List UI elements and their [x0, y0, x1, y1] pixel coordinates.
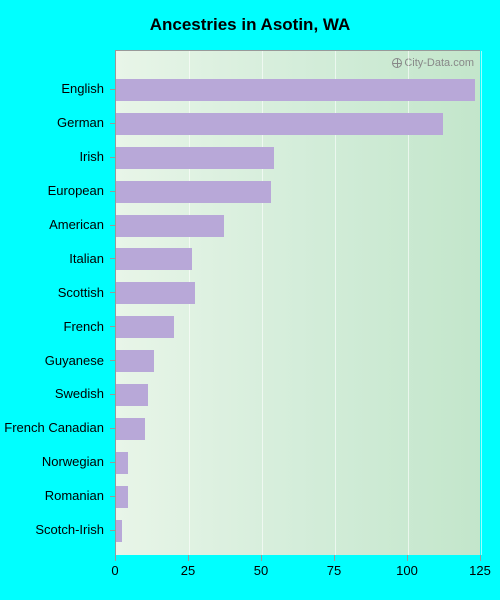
watermark-text: City-Data.com — [404, 57, 474, 69]
bar — [116, 282, 195, 304]
bar — [116, 248, 192, 270]
bar-row — [116, 209, 480, 243]
bar-row — [116, 480, 480, 514]
bar — [116, 316, 174, 338]
y-axis-label: French — [0, 309, 110, 343]
gridline — [481, 51, 482, 555]
x-axis-label: 75 — [327, 563, 341, 578]
bar — [116, 181, 271, 203]
chart-title: Ancestries in Asotin, WA — [0, 15, 500, 35]
bar — [116, 418, 145, 440]
x-axis-tick — [188, 555, 189, 561]
bar-row — [116, 344, 480, 378]
y-axis-label: German — [0, 106, 110, 140]
bar-row — [116, 310, 480, 344]
y-axis-tick — [110, 496, 115, 497]
y-axis-tick — [110, 428, 115, 429]
bar-row — [116, 73, 480, 107]
bar — [116, 79, 475, 101]
y-axis-tick — [110, 326, 115, 327]
bar-row — [116, 514, 480, 548]
bar — [116, 486, 128, 508]
x-axis-tick — [115, 555, 116, 561]
x-axis-tick — [407, 555, 408, 561]
bar — [116, 452, 128, 474]
y-axis-tick — [110, 191, 115, 192]
bar-row — [116, 276, 480, 310]
bar — [116, 520, 122, 542]
x-axis-tick — [480, 555, 481, 561]
bar-row — [116, 412, 480, 446]
y-axis-tick — [110, 123, 115, 124]
y-axis-label: Scotch-Irish — [0, 513, 110, 547]
y-axis-tick — [110, 530, 115, 531]
y-axis-label: French Canadian — [0, 411, 110, 445]
bar-row — [116, 175, 480, 209]
watermark: City-Data.com — [392, 57, 474, 69]
plot-area: City-Data.com — [115, 50, 480, 555]
y-axis-label: Italian — [0, 241, 110, 275]
bar-row — [116, 107, 480, 141]
bar-row — [116, 378, 480, 412]
x-axis-tick — [261, 555, 262, 561]
y-axis-label: Romanian — [0, 479, 110, 513]
x-axis-label: 125 — [469, 563, 491, 578]
y-axis-label: Irish — [0, 140, 110, 174]
x-axis-tick — [334, 555, 335, 561]
y-axis-label: Scottish — [0, 275, 110, 309]
chart-container: Ancestries in Asotin, WA City-Data.com E… — [0, 0, 500, 600]
y-axis-label: Swedish — [0, 377, 110, 411]
y-axis-tick — [110, 157, 115, 158]
y-axis-tick — [110, 258, 115, 259]
bar — [116, 147, 274, 169]
bar-row — [116, 141, 480, 175]
y-axis-tick — [110, 292, 115, 293]
bar-row — [116, 242, 480, 276]
bar-row — [116, 446, 480, 480]
y-axis-tick — [110, 360, 115, 361]
y-axis-label: Norwegian — [0, 445, 110, 479]
bar — [116, 384, 148, 406]
x-axis: 0255075100125 — [115, 555, 480, 595]
y-axis-label: American — [0, 208, 110, 242]
bars-wrap — [116, 73, 480, 547]
x-axis-label: 25 — [181, 563, 195, 578]
y-axis-label: European — [0, 174, 110, 208]
globe-icon — [392, 58, 402, 68]
y-axis-labels: EnglishGermanIrishEuropeanAmericanItalia… — [0, 72, 110, 547]
y-axis-tick — [110, 225, 115, 226]
bar — [116, 350, 154, 372]
y-axis-label: English — [0, 72, 110, 106]
y-axis-tick — [110, 462, 115, 463]
bar — [116, 215, 224, 237]
x-axis-label: 50 — [254, 563, 268, 578]
y-axis-tick — [110, 394, 115, 395]
y-axis-label: Guyanese — [0, 343, 110, 377]
y-axis-tick — [110, 89, 115, 90]
x-axis-label: 100 — [396, 563, 418, 578]
x-axis-label: 0 — [111, 563, 118, 578]
bar — [116, 113, 443, 135]
